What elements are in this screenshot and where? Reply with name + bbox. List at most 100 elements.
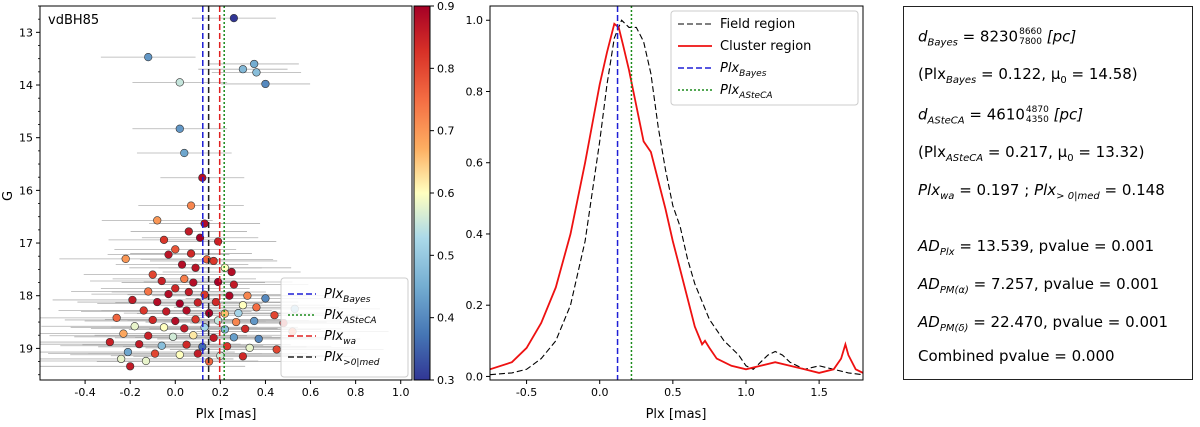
colorbar-tick-label: 0.7	[437, 125, 455, 138]
scatter-point	[159, 323, 169, 332]
scatter-point	[243, 291, 252, 300]
scatter-xtick-label: 0.4	[257, 386, 275, 399]
stat-plx-asteca-value: = 0.217, μ	[987, 143, 1068, 161]
stat-plx-bayes-mu: = 14.58)	[1071, 65, 1138, 83]
scatter-point	[175, 350, 184, 359]
scatter-ytick-label: 14	[19, 79, 33, 92]
stat-d-asteca-value: = 4610	[969, 105, 1025, 124]
scatter-xlabel: Plx [mas]	[196, 407, 257, 422]
scatter-point	[162, 307, 171, 316]
series-cluster-region	[490, 22, 863, 374]
stat-d-bayes-sub: Bayes	[927, 37, 958, 49]
scatter-point	[225, 291, 234, 300]
scatter-xtick-label: -0.2	[119, 386, 140, 399]
colorbar-tick-label: 0.6	[437, 187, 455, 200]
scatter-point	[182, 340, 191, 349]
scatter-point	[135, 340, 144, 349]
density-xtick-label: 1.5	[810, 386, 828, 399]
scatter-point	[214, 237, 223, 246]
stat-plx-bayes-value: = 0.122, μ	[981, 65, 1061, 83]
scatter-point	[177, 260, 187, 269]
scatter-point	[128, 295, 137, 305]
scatter-point	[193, 349, 202, 358]
scatter-point	[148, 315, 157, 325]
stat-plx-med-sub: > 0|med	[1056, 191, 1100, 202]
stat-plx-asteca-mu-sub: 0	[1067, 153, 1074, 164]
scatter-xtick-label: 1.0	[392, 386, 410, 399]
stat-plx-asteca: (PlxASteCA = 0.217, μ0 = 13.32)	[918, 143, 1144, 164]
colorbar-tick-label: 0.8	[437, 62, 455, 75]
stat-d-asteca-sub: ASteCA	[927, 115, 965, 127]
stat-combined: Combined pvalue = 0.000	[918, 347, 1115, 365]
scatter-point	[209, 256, 218, 266]
scatter-xtick-label: 0.6	[302, 386, 320, 399]
scatter-ylabel: G	[1, 191, 16, 201]
scatter-point	[159, 235, 169, 244]
scatter-ytick-label: 19	[19, 342, 33, 355]
scatter-point	[171, 245, 180, 254]
scatter-point	[153, 297, 162, 307]
scatter-point	[144, 331, 153, 340]
density-ytick-label: 0.8	[466, 85, 484, 98]
scatter-point	[191, 315, 200, 324]
scatter-point	[232, 317, 241, 327]
stat-ad-plx-value: = 13.539, pvalue = 0.001	[959, 237, 1155, 255]
density-axes-frame	[489, 5, 864, 381]
stat-ad-pmd-sub: PM(δ)	[939, 323, 969, 334]
scatter-point	[238, 301, 248, 310]
scatter-point	[144, 287, 153, 296]
scatter-point	[153, 216, 162, 225]
scatter-xtick-label: 0.0	[167, 386, 185, 399]
stat-d-asteca: dASteCA = 4610 4870 4350 [pc]	[918, 105, 1083, 127]
scatter-point	[261, 294, 270, 303]
scatter-point	[252, 68, 261, 77]
scatter-point	[117, 354, 126, 364]
stat-ad-pma-sub: PM(α)	[939, 285, 969, 296]
stat-d-asteca-upper: 4870	[1025, 105, 1049, 115]
stat-d-bayes-label: d	[918, 27, 928, 46]
stat-ad-plx: ADPlx = 13.539, pvalue = 0.001	[918, 237, 1154, 258]
stat-plx-asteca-mu: = 13.32)	[1078, 143, 1145, 161]
density-ytick-label: 0.6	[466, 157, 484, 170]
scatter-point	[168, 332, 178, 341]
colorbar-tick-label: 0.5	[437, 249, 455, 262]
scatter-point	[214, 316, 223, 325]
scatter-point	[182, 306, 191, 315]
stat-d-asteca-lower: 4350	[1025, 115, 1049, 125]
scatter-point	[254, 334, 263, 344]
stat-plx-bayes-mu-sub: 0	[1060, 75, 1067, 86]
stat-plx-wa-med: Plxwa = 0.197 ; Plx> 0|med = 0.148	[918, 181, 1165, 202]
scatter-point	[250, 59, 259, 69]
scatter-ytick-label: 15	[19, 132, 33, 145]
stat-d-bayes-value: = 8230	[962, 27, 1019, 46]
stat-plx-wa-sub: wa	[940, 191, 955, 202]
scatter-point	[202, 255, 211, 264]
stat-ad-pma: ADPM(α) = 7.257, pvalue = 0.001	[918, 275, 1159, 296]
scatter-point	[229, 280, 238, 289]
stat-d-bayes: dBayes = 8230 8660 7800 [pc]	[918, 27, 1076, 49]
scatter-axes-frame	[39, 5, 413, 381]
scatter-point	[123, 347, 133, 357]
density-xtick-label: 0.5	[664, 386, 682, 399]
stat-combined-label: Combined	[918, 347, 995, 365]
density-ytick-label: 0.2	[466, 299, 484, 312]
scatter-point	[189, 331, 198, 340]
scatter-point	[220, 325, 229, 334]
density-panel: -0.5 0.0 0.5 1.0 1.5 0.0 0.2 0.4 0.6 0.8 1.0 Plx […	[466, 5, 864, 422]
scatter-title: vdBH85	[48, 13, 99, 28]
scatter-point	[200, 323, 209, 332]
scatter-point	[261, 79, 270, 89]
stat-d-bayes-lower: 7800	[1019, 37, 1043, 47]
stat-d-asteca-unit: [pc]	[1053, 105, 1084, 124]
scatter-point	[171, 316, 180, 326]
scatter-point	[195, 233, 205, 242]
scatter-point	[157, 341, 166, 350]
scatter-point	[119, 329, 128, 338]
series-field-region	[490, 19, 863, 376]
scatter-panel: -0.4 -0.2 0.0 0.2 0.4 0.6 0.8 1.0 13 14 15 16 17 18 19…	[1, 5, 413, 422]
density-ytick-label: 1.0	[466, 14, 484, 27]
scatter-point	[223, 342, 232, 351]
scatter-point	[250, 316, 259, 326]
scatter-point	[148, 270, 157, 279]
scatter-point	[209, 333, 218, 342]
